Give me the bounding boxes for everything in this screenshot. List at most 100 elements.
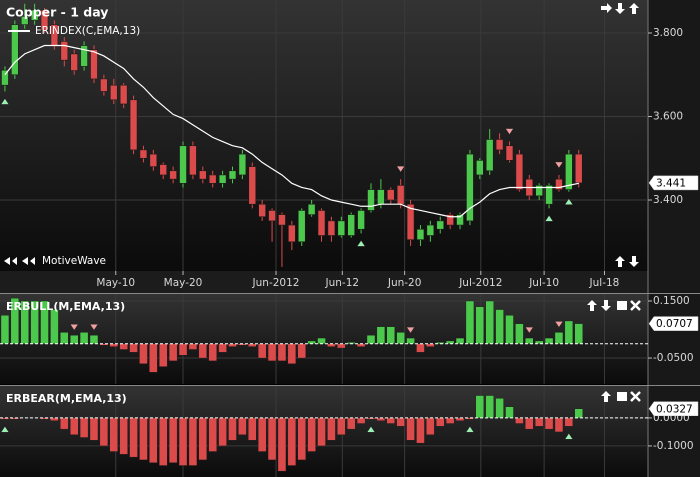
histogram-bar [218,417,227,447]
histogram-bar [495,309,504,344]
up-icon[interactable] [615,256,625,267]
down-icon[interactable] [615,3,625,14]
histogram-bar [109,343,118,347]
scroll-icon[interactable] [22,257,35,265]
last-value-label: 0.0707 [656,318,693,330]
histogram-bar [317,337,326,344]
histogram-bar [0,417,10,420]
candle-body [505,145,514,161]
histogram-bar [60,417,69,430]
candle-body [406,203,415,240]
histogram-bar [554,332,564,344]
candle-body [268,210,276,222]
candle-body [30,9,39,21]
histogram-bar [10,417,20,420]
candle-body [20,15,29,25]
histogram-bar [317,417,326,447]
up-icon[interactable] [629,3,639,14]
candle-body [476,160,484,176]
x-tick-label: Jun-12 [325,277,360,289]
histogram-bar [50,309,59,344]
histogram-bar [208,343,217,362]
histogram-bar [178,417,188,466]
candle-body [337,220,346,236]
histogram-bar [248,417,257,441]
candle-body [297,210,306,243]
signal-down [89,323,99,331]
candle-body [40,9,49,31]
close-icon[interactable] [630,300,641,311]
candle-body [456,214,464,226]
x-tick-label: May-10 [96,277,135,289]
histogram-bar [297,343,306,359]
histogram-bar [30,300,39,344]
candle-body [100,78,108,92]
histogram-bar [238,417,247,435]
histogram-bar [277,343,287,362]
layout-icon[interactable] [617,301,627,310]
candle-body [426,224,435,236]
value-axis [648,0,700,477]
down-icon[interactable] [629,256,639,267]
signal-up [0,425,10,433]
y-tick-label: 3.800 [653,27,683,39]
nav-icons[interactable] [4,3,641,402]
signal-down [406,326,416,334]
histogram-bar [525,417,534,430]
y-tick-label: 3.600 [653,111,683,123]
histogram-bar [505,315,514,344]
scroll-right-icon[interactable] [601,3,612,13]
histogram-bar [525,337,534,344]
candle-body [327,220,336,236]
move-icons[interactable] [587,300,611,311]
histogram-bar [89,335,99,344]
scroll-left-icon[interactable] [4,257,17,265]
histogram-bar [267,343,277,362]
histogram-bar [149,343,158,373]
histogram-bar [79,417,89,438]
histogram-bar [159,343,168,367]
signal-down [396,165,406,173]
histogram-bar [257,417,267,452]
close-icon[interactable] [630,391,641,402]
candle-body [347,214,356,236]
histogram-bar [60,332,69,344]
move-icon[interactable] [601,391,611,402]
candle-body [248,166,257,205]
histogram-bar [109,417,118,452]
histogram-bar [79,332,89,344]
candle-body [446,214,454,226]
histogram-bar [544,417,554,430]
panel-title: ERBEAR(M,EMA,13) [6,392,127,405]
histogram-bar [69,417,79,435]
histogram-bar [307,417,316,452]
candle-body [555,178,563,190]
histogram-bar [69,335,79,344]
histogram-bar [574,408,583,419]
histogram-bar [356,417,366,424]
candle-body [317,210,326,236]
histogram-bar [188,417,198,466]
layout-icon[interactable] [617,392,627,401]
candle-body [288,224,296,243]
candle-body [199,170,207,180]
histogram-bar [139,417,148,461]
histogram-bar [485,300,494,344]
candle-body [357,210,365,230]
histogram-bar [198,343,208,359]
histogram-bar [445,417,455,424]
signal-up [465,425,475,433]
histogram-bar [327,417,336,441]
candle-body [11,24,19,76]
histogram-bar [465,417,475,420]
candle-body [149,153,158,167]
histogram-bar [129,343,138,353]
signal-up [356,239,366,247]
histogram-bar [416,343,425,353]
histogram-bar [475,395,485,419]
histogram-bar [277,417,287,472]
histogram-bar [20,300,29,344]
x-tick-label: Jun-20 [387,277,422,289]
x-tick-label: May-20 [164,277,203,289]
